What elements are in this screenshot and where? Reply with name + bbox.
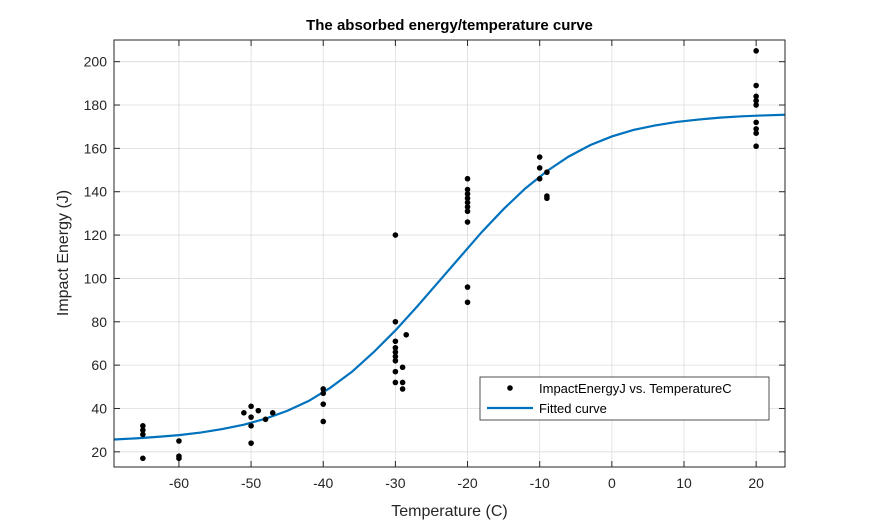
ticks: -60 -50 -40 -30 -20 -10 0 10 20 20 40 60 80 100 120 140… [84, 40, 785, 491]
x-tick-label: -10 [530, 475, 550, 491]
data-point [320, 390, 327, 397]
y-tick-label: 40 [91, 400, 107, 416]
data-point [320, 386, 327, 392]
axes-box [113, 39, 786, 468]
data-point [140, 423, 146, 429]
data-point [269, 410, 276, 416]
legend-label-points: ImpactEnergyJ vs. TemperatureC [539, 381, 732, 396]
data-point [464, 191, 471, 197]
data-point [536, 175, 543, 182]
data-point [248, 423, 254, 429]
x-axis-label: Temperature (C) [391, 503, 507, 520]
data-point [392, 353, 399, 360]
data-point [392, 232, 399, 238]
y-tick-label: 60 [91, 357, 107, 373]
legend-label-fit: Fitted curve [539, 401, 607, 416]
data-point [176, 453, 182, 459]
data-point [392, 349, 399, 355]
data-point [753, 126, 759, 132]
scatter-points-layer [140, 48, 759, 462]
data-point [399, 386, 406, 392]
fitted-curve-line [113, 113, 786, 441]
data-point [544, 195, 550, 202]
fitted-curve-layer [113, 113, 786, 441]
y-tick-label: 80 [91, 314, 107, 330]
legend: ImpactEnergyJ vs. TemperatureC Fitted cu… [479, 376, 770, 421]
data-point [176, 438, 182, 444]
chart-title: The absorbed energy/temperature curve [306, 17, 593, 34]
data-point [140, 431, 146, 438]
data-point [464, 199, 471, 206]
data-point [753, 130, 759, 136]
data-point [248, 414, 254, 420]
x-tick-label: -60 [169, 475, 189, 491]
y-axis-label: Impact Energy (J) [55, 190, 72, 316]
data-point [248, 403, 254, 410]
x-tick-label: -40 [313, 475, 333, 491]
y-tick-label: 180 [84, 97, 108, 113]
x-tick-label: 20 [748, 475, 764, 491]
y-tick-label: 160 [84, 140, 108, 156]
data-point [753, 93, 759, 100]
data-point [320, 418, 327, 425]
data-point [320, 401, 327, 407]
y-tick-label: 120 [84, 227, 108, 243]
y-tick-label: 140 [84, 184, 108, 200]
data-point [753, 102, 759, 108]
data-point [248, 440, 254, 446]
data-point [403, 331, 410, 338]
data-point [464, 219, 471, 225]
data-point [140, 455, 146, 462]
data-point [464, 284, 471, 290]
data-point [544, 169, 550, 176]
data-point [753, 143, 759, 150]
legend-marker-points [507, 385, 513, 391]
y-tick-label: 20 [91, 444, 107, 460]
y-tick-label: 200 [84, 54, 108, 70]
data-point [392, 344, 399, 351]
data-point [392, 368, 399, 375]
data-point [392, 318, 399, 325]
x-tick-label: -50 [241, 475, 261, 491]
data-point [255, 407, 262, 414]
data-point [464, 175, 471, 182]
data-point [392, 338, 399, 345]
x-tick-label: 10 [676, 475, 692, 491]
x-tick-label: -20 [457, 475, 477, 491]
data-point [536, 165, 543, 171]
x-tick-label: -30 [385, 475, 405, 491]
data-point [464, 195, 471, 202]
data-point [753, 82, 759, 89]
data-point [464, 299, 471, 306]
data-point [753, 97, 759, 104]
data-point [392, 379, 399, 386]
legend-box [479, 376, 770, 421]
data-point [753, 119, 759, 126]
data-point [241, 410, 247, 416]
data-point [464, 204, 471, 210]
data-point [753, 48, 759, 54]
data-point [262, 416, 269, 423]
data-point [392, 357, 399, 364]
data-point [140, 427, 146, 433]
data-point [464, 208, 471, 215]
y-tick-label: 100 [84, 270, 108, 286]
data-point [536, 154, 543, 160]
x-tick-label: 0 [608, 475, 616, 491]
data-point [399, 364, 406, 371]
data-point [464, 186, 471, 193]
data-point [399, 379, 406, 386]
